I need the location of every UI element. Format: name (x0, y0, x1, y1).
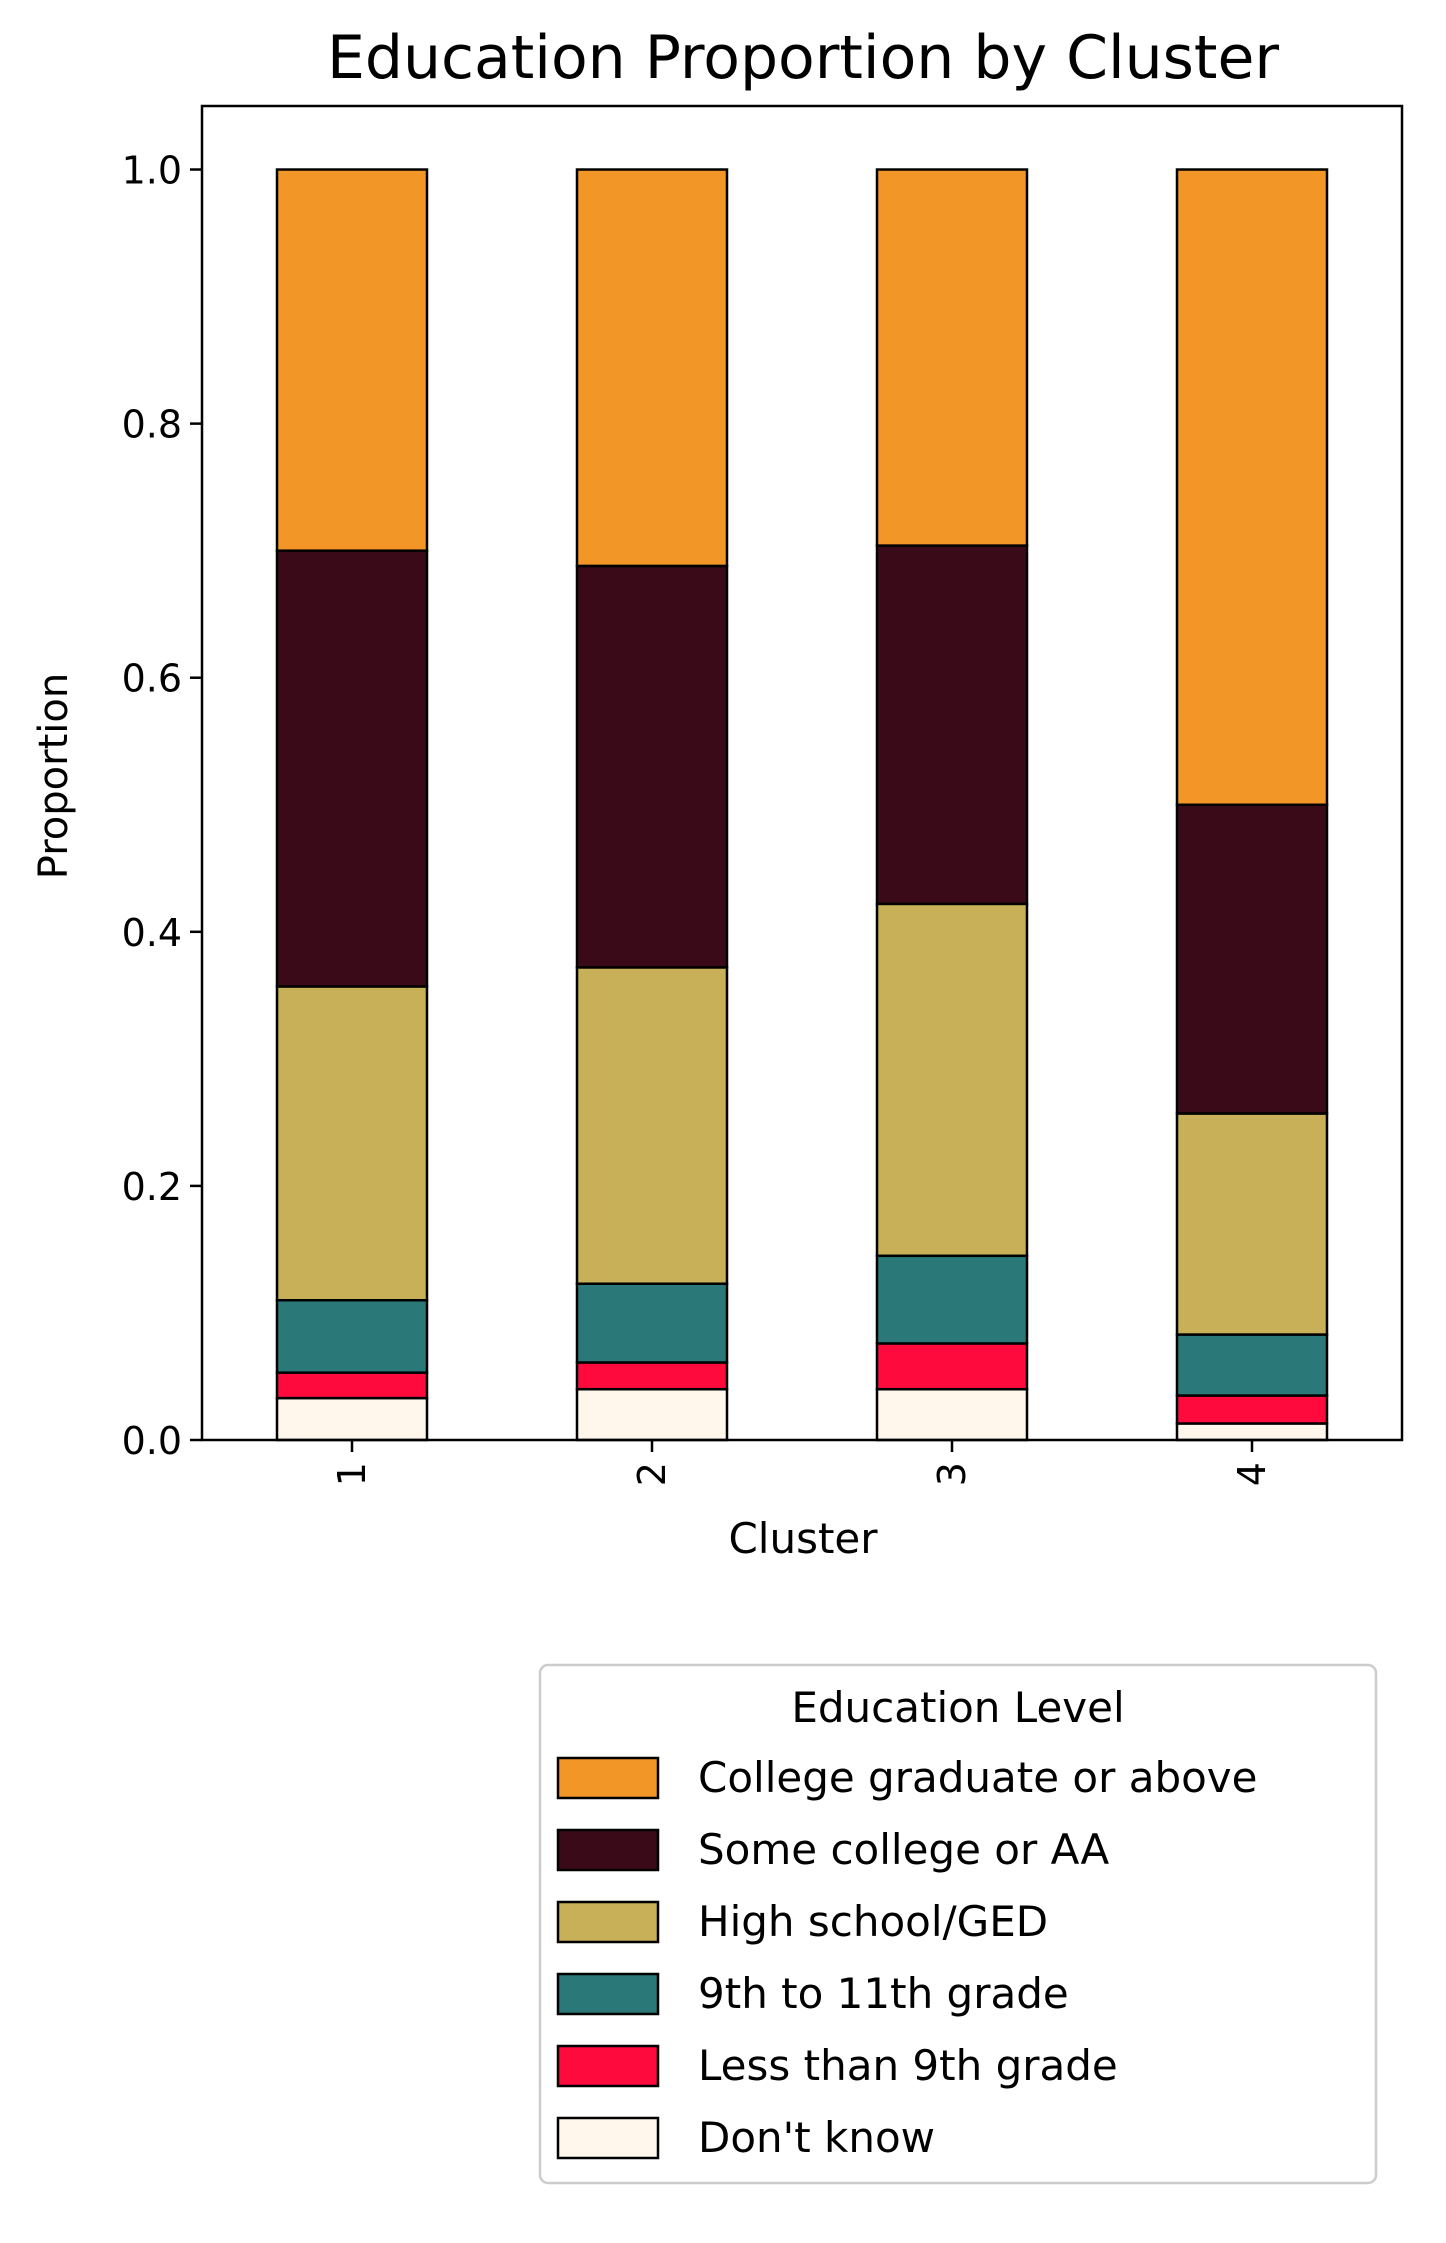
bar-cluster-1-series-4 (275, 549, 429, 988)
legend-label: Less than 9th grade (698, 2041, 1118, 2090)
legend-label: High school/GED (698, 1897, 1048, 1946)
bar-cluster-4-series-1 (1175, 1394, 1329, 1425)
bar-cluster-1-series-0 (275, 1396, 429, 1442)
bar-cluster-4-series-2 (1175, 1333, 1329, 1397)
y-tick-label: 0.0 (122, 1419, 182, 1463)
x-tick-label: 2 (630, 1462, 674, 1486)
chart-title: Education Proportion by Cluster (327, 23, 1279, 93)
bar-cluster-1-series-2 (275, 1298, 429, 1374)
bar-cluster-1-series-3 (275, 985, 429, 1302)
y-ticks-group: 0.0 0.2 0.4 0.6 0.8 1.0 (122, 149, 202, 1463)
y-tick-label: 0.2 (122, 1165, 182, 1209)
bar-cluster-3-series-1 (875, 1342, 1029, 1391)
bar-cluster-2-series-1 (575, 1361, 729, 1391)
bar-cluster-2-series-3 (575, 966, 729, 1285)
bar-cluster-4-series-5 (1175, 168, 1329, 807)
bar-cluster-1-series-1 (275, 1371, 429, 1400)
legend-swatch (556, 1900, 660, 1944)
x-tick-label: 1 (330, 1462, 374, 1486)
legend-swatch (556, 1828, 660, 1872)
legend-box (538, 1663, 1378, 2185)
legend-label: College graduate or above (698, 1753, 1258, 1802)
bar-cluster-3-series-4 (875, 544, 1029, 906)
y-tick-label: 0.8 (122, 403, 182, 447)
bar-cluster-3-series-0 (875, 1387, 1029, 1442)
plot-frame (200, 104, 1404, 1442)
y-tick-label: 0.4 (122, 911, 182, 955)
bar-cluster-3-series-5 (875, 168, 1029, 547)
bar-cluster-2-series-4 (575, 564, 729, 969)
bar-cluster-2-series-0 (575, 1387, 729, 1442)
bar-cluster-2-series-5 (575, 168, 729, 568)
bar-cluster-4-series-0 (1175, 1422, 1329, 1442)
legend-title: Education Level (791, 1683, 1124, 1732)
legend: Education Level College graduate or abov… (538, 1663, 1378, 2185)
bar-cluster-3-series-3 (875, 902, 1029, 1258)
bar-cluster-3-series-2 (875, 1254, 1029, 1345)
legend-label: 9th to 11th grade (698, 1969, 1069, 2018)
bar-cluster-1-series-5 (275, 168, 429, 552)
legend-items: College graduate or above Some college or… (556, 1753, 1258, 2162)
x-ticks-group: 1 2 3 4 (330, 1440, 1274, 1486)
x-tick-label: 3 (930, 1462, 974, 1486)
legend-label: Some college or AA (698, 1825, 1109, 1874)
legend-swatch (556, 2044, 660, 2088)
x-axis-label: Cluster (728, 1514, 878, 1563)
bar-cluster-4-series-3 (1175, 1112, 1329, 1336)
y-tick-label: 0.6 (122, 657, 182, 701)
legend-swatch (556, 1756, 660, 1800)
legend-label: Don't know (698, 2113, 935, 2162)
bar-cluster-4-series-4 (1175, 803, 1329, 1115)
x-tick-label: 4 (1230, 1462, 1274, 1486)
bars-group (275, 168, 1329, 1442)
legend-swatch (556, 2116, 660, 2160)
bar-cluster-2-series-2 (575, 1282, 729, 1364)
legend-swatch (556, 1972, 660, 2016)
y-tick-label: 1.0 (122, 149, 182, 193)
y-axis-label: Proportion (31, 673, 77, 879)
